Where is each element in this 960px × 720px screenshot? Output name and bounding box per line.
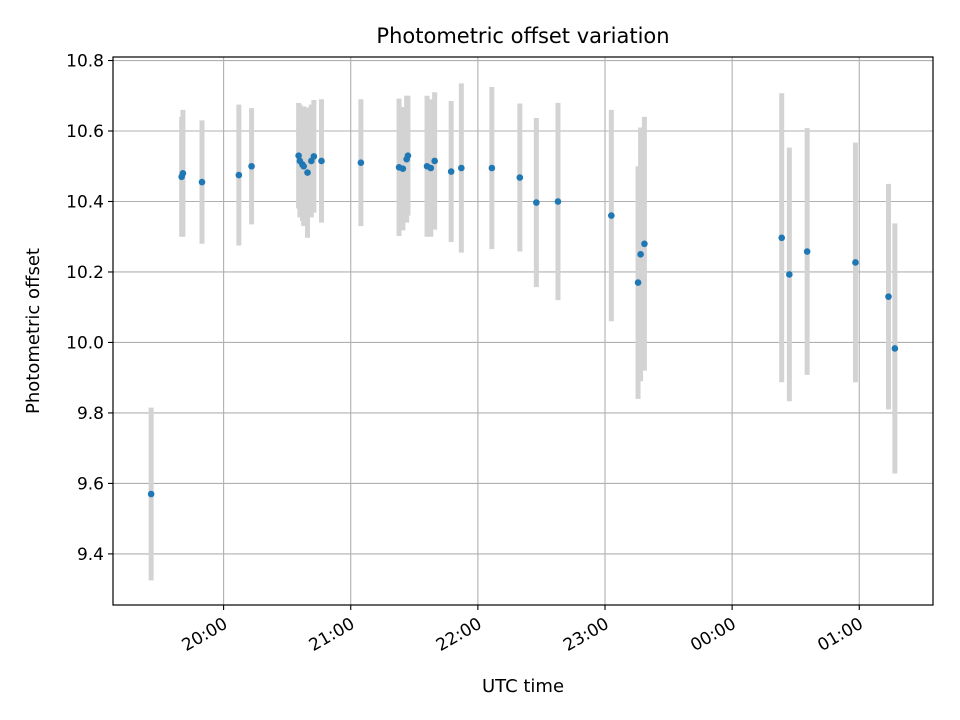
data-point: [488, 164, 496, 172]
y-axis: 9.4 9.6 9.8 10.0 10.2 10.4 10.6 10.8: [66, 52, 113, 565]
data-point: [458, 164, 465, 172]
data-point: [295, 152, 302, 159]
data-point: [248, 162, 255, 170]
data-point: [318, 157, 325, 165]
data-points: [147, 152, 899, 498]
data-point: [608, 212, 615, 219]
chart-title: Photometric offset variation: [376, 24, 669, 48]
y-axis-label: Photometric offset: [23, 248, 44, 414]
data-point: [431, 157, 438, 165]
data-point: [803, 248, 811, 255]
data-point: [891, 345, 899, 352]
x-axis-label: UTC time: [482, 676, 564, 697]
y-tick-label: 10.4: [66, 192, 104, 212]
y-tick-label: 10.6: [66, 122, 104, 142]
data-point: [533, 199, 540, 206]
y-tick-label: 10.0: [66, 333, 104, 353]
data-point: [786, 271, 793, 278]
plot-frame: [112, 56, 934, 606]
data-point: [300, 162, 307, 170]
data-point: [310, 153, 318, 160]
data-point: [516, 174, 524, 181]
data-point: [179, 169, 187, 177]
data-point: [885, 293, 892, 300]
y-tick-label: 9.8: [77, 404, 104, 424]
data-point: [778, 234, 786, 242]
y-tick-label: 9.4: [77, 545, 104, 565]
data-point: [634, 279, 642, 286]
data-point: [404, 152, 412, 159]
data-point: [852, 259, 859, 266]
data-point: [235, 171, 243, 179]
y-tick-label: 10.8: [66, 52, 104, 72]
data-point: [447, 168, 455, 175]
data-point: [641, 240, 648, 248]
data-point: [637, 251, 644, 258]
data-point: [304, 169, 311, 176]
y-tick-label: 10.2: [66, 263, 104, 283]
data-point: [198, 178, 206, 186]
data-point: [399, 165, 407, 173]
data-point: [554, 198, 562, 205]
data-point: [427, 164, 435, 172]
data-point: [147, 490, 155, 498]
y-tick-label: 9.6: [77, 474, 104, 494]
data-point: [357, 159, 365, 167]
